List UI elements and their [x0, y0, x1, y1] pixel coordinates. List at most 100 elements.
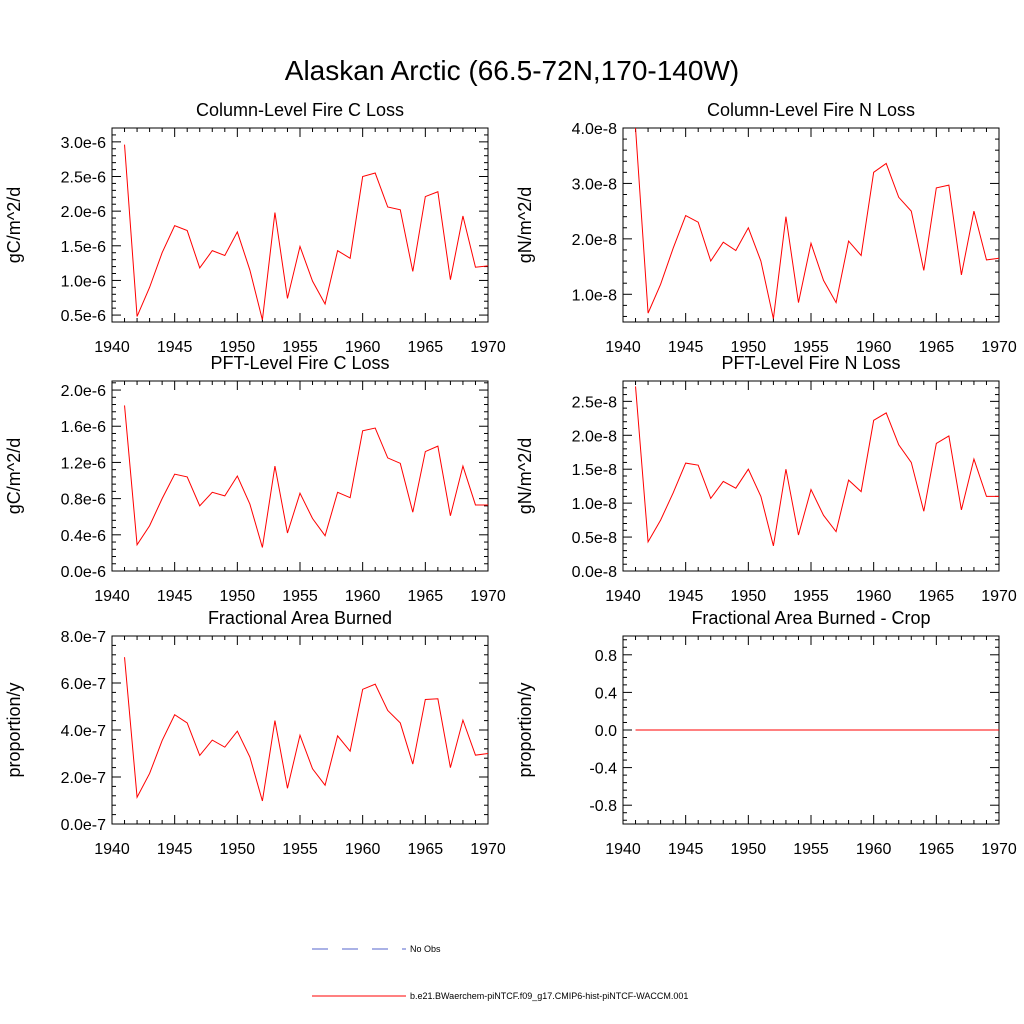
y-tick-label: 0.5e-8	[572, 530, 617, 547]
x-tick-label: 1970	[981, 588, 1017, 605]
y-axis-label: gN/m^2/d	[515, 438, 535, 514]
y-tick-label: 0.0e-8	[572, 564, 617, 581]
y-tick-label: 2.0e-8	[572, 428, 617, 445]
y-axis-label: gN/m^2/d	[515, 187, 535, 263]
x-tick-label: 1955	[793, 841, 829, 858]
x-tick-label: 1950	[731, 588, 767, 605]
y-tick-label: 2.0e-7	[61, 770, 106, 787]
x-tick-label: 1940	[605, 339, 641, 356]
y-tick-label: 8.0e-7	[61, 629, 106, 646]
x-tick-label: 1960	[856, 339, 892, 356]
x-tick-label: 1955	[282, 841, 318, 858]
y-tick-label: 3.0e-6	[61, 135, 106, 152]
y-tick-label: 0.4	[595, 685, 617, 702]
y-tick-label: 3.0e-8	[572, 176, 617, 193]
x-tick-label: 1950	[220, 588, 256, 605]
x-tick-label: 1950	[220, 339, 256, 356]
x-tick-label: 1965	[919, 339, 955, 356]
figure-title: Alaskan Arctic (66.5-72N,170-140W)	[285, 55, 739, 86]
x-tick-label: 1945	[668, 339, 704, 356]
y-tick-label: 6.0e-7	[61, 676, 106, 693]
x-tick-label: 1970	[470, 841, 506, 858]
y-tick-label: 2.5e-6	[61, 170, 106, 187]
panel-4: PFT-Level Fire N Loss gN/m^2/d 1940 1945 195…	[515, 353, 1017, 605]
series-line	[124, 144, 489, 321]
panel-title: Fractional Area Burned - Crop	[691, 608, 930, 628]
y-axis-label: gC/m^2/d	[4, 187, 24, 263]
x-tick-label: 1950	[731, 339, 767, 356]
y-tick-label: 1.2e-6	[61, 455, 106, 472]
legend-label: b.e21.BWaerchem-piNTCF.f09_g17.CMIP6-his…	[410, 991, 688, 1001]
x-tick-label: 1945	[668, 588, 704, 605]
legend-label: No Obs	[410, 944, 441, 954]
y-tick-label: 1.6e-6	[61, 419, 106, 436]
y-tick-label: 0.8	[595, 648, 617, 665]
panel-title: Column-Level Fire C Loss	[196, 100, 404, 120]
plot-frame	[111, 635, 489, 825]
panel-title: Column-Level Fire N Loss	[707, 100, 915, 120]
x-tick-label: 1960	[345, 339, 381, 356]
x-tick-label: 1970	[470, 588, 506, 605]
y-axis-label: gC/m^2/d	[4, 438, 24, 514]
y-tick-label: 2.0e-6	[61, 204, 106, 221]
series-line	[124, 657, 489, 802]
panel-5: Fractional Area Burned proportion/y 1940 19…	[4, 608, 506, 858]
x-tick-label: 1965	[408, 339, 444, 356]
panel-6: Fractional Area Burned - Crop proportion/…	[515, 608, 1017, 858]
y-axis-label: proportion/y	[4, 682, 24, 777]
x-tick-label: 1960	[345, 588, 381, 605]
x-tick-label: 1965	[919, 588, 955, 605]
y-tick-label: 1.5e-8	[572, 462, 617, 479]
x-tick-label: 1940	[94, 339, 130, 356]
y-tick-label: 0.4e-6	[61, 528, 106, 545]
y-tick-label: 0.0	[595, 723, 617, 740]
x-tick-label: 1955	[793, 339, 829, 356]
y-tick-label: 2.0e-6	[61, 383, 106, 400]
y-tick-label: 0.0e-7	[61, 817, 106, 834]
x-tick-label: 1955	[282, 588, 318, 605]
y-tick-label: 2.5e-8	[572, 394, 617, 411]
panel-title: Fractional Area Burned	[208, 608, 392, 628]
x-tick-label: 1970	[981, 339, 1017, 356]
x-tick-label: 1940	[94, 841, 130, 858]
x-tick-label: 1940	[605, 588, 641, 605]
panels: Column-Level Fire C Loss gC/m^2/d 1940 1945…	[4, 100, 1017, 858]
x-tick-label: 1965	[408, 841, 444, 858]
x-tick-label: 1950	[731, 841, 767, 858]
y-tick-label: 0.5e-6	[61, 308, 106, 325]
y-axis-label: proportion/y	[515, 682, 535, 777]
y-tick-label: 4.0e-8	[572, 121, 617, 138]
x-tick-label: 1960	[345, 841, 381, 858]
plot-frame	[622, 127, 1000, 323]
panel-1: Column-Level Fire C Loss gC/m^2/d 1940 1945…	[4, 100, 506, 356]
y-tick-label: 2.0e-8	[572, 232, 617, 249]
x-tick-label: 1945	[668, 841, 704, 858]
y-tick-label: -0.8	[589, 798, 617, 815]
x-tick-label: 1960	[856, 841, 892, 858]
legend: No Obs b.e21.BWaerchem-piNTCF.f09_g17.CMI…	[312, 944, 688, 1001]
x-tick-label: 1960	[856, 588, 892, 605]
series-line	[635, 386, 999, 547]
panel-title: PFT-Level Fire C Loss	[210, 353, 389, 373]
panel-2: Column-Level Fire N Loss gN/m^2/d 1940 1945…	[515, 100, 1017, 356]
x-tick-label: 1950	[220, 841, 256, 858]
plot-frame	[111, 380, 489, 572]
series-line	[124, 405, 488, 548]
y-tick-label: 1.5e-6	[61, 239, 106, 256]
y-tick-label: 4.0e-7	[61, 723, 106, 740]
y-tick-label: 1.0e-6	[61, 273, 106, 290]
x-tick-label: 1945	[157, 588, 193, 605]
x-tick-label: 1965	[408, 588, 444, 605]
x-tick-label: 1940	[605, 841, 641, 858]
plot-frame	[111, 127, 489, 323]
series-line	[635, 127, 1000, 319]
y-tick-label: 1.0e-8	[572, 287, 617, 304]
panel-3: PFT-Level Fire C Loss gC/m^2/d 1940 1945 195…	[4, 353, 506, 605]
x-tick-label: 1965	[919, 841, 955, 858]
y-tick-label: -0.4	[589, 761, 617, 778]
x-tick-label: 1945	[157, 339, 193, 356]
x-tick-label: 1970	[470, 339, 506, 356]
x-tick-label: 1955	[793, 588, 829, 605]
x-tick-label: 1955	[282, 339, 318, 356]
